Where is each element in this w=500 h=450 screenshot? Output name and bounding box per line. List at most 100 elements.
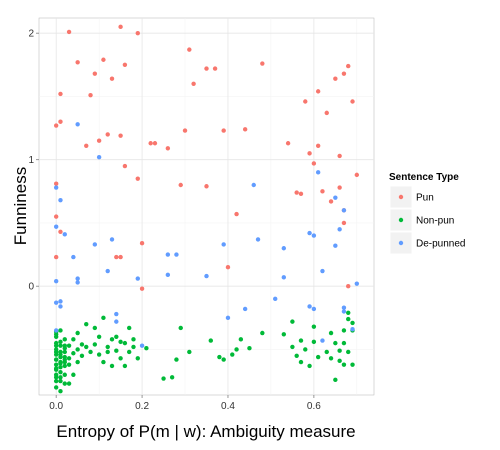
data-point	[75, 280, 80, 285]
data-point	[53, 352, 59, 357]
data-point	[122, 163, 128, 169]
y-axis-title: Funniness	[11, 167, 30, 245]
data-point	[178, 325, 183, 331]
data-point	[109, 363, 115, 369]
data-point	[182, 128, 188, 133]
data-point	[62, 337, 67, 342]
data-point	[84, 143, 89, 148]
data-point	[320, 189, 325, 194]
x-tick-label: 0.2	[135, 401, 149, 412]
data-point	[187, 349, 192, 355]
data-point	[114, 311, 119, 317]
data-point	[58, 359, 63, 365]
data-point	[135, 276, 140, 281]
data-point	[66, 362, 72, 367]
data-point	[71, 351, 76, 356]
data-point	[320, 338, 325, 343]
data-point	[165, 252, 171, 257]
legend-label: Pun	[416, 193, 434, 204]
data-point	[234, 347, 239, 352]
legend-keys: Pun Non-pun De-punned	[389, 185, 465, 255]
data-point	[62, 343, 67, 348]
data-point	[139, 240, 145, 246]
data-point	[53, 278, 59, 284]
y-tick-label: 1	[28, 155, 34, 166]
data-point	[311, 306, 317, 312]
data-point	[346, 316, 351, 322]
data-point	[53, 300, 59, 305]
data-point	[139, 343, 145, 348]
data-point	[88, 92, 93, 98]
data-point	[303, 99, 308, 104]
data-point	[324, 110, 329, 116]
y-tick-label: 2	[28, 29, 34, 40]
y-axis-ticks: 0 1 2	[28, 29, 39, 293]
data-point	[328, 330, 334, 336]
data-point	[204, 273, 209, 279]
data-point	[144, 345, 149, 351]
data-point	[212, 66, 218, 71]
data-point	[341, 340, 347, 346]
data-point	[311, 324, 317, 329]
legend: Sentence Type Pun Non-pun De-punned	[389, 172, 465, 255]
data-point	[58, 229, 63, 235]
data-point	[53, 123, 59, 128]
data-point	[84, 344, 89, 350]
data-point	[58, 370, 63, 375]
data-point	[62, 381, 67, 386]
data-point	[58, 389, 63, 394]
data-point	[341, 305, 347, 310]
data-point	[118, 254, 123, 260]
legend-label: Non-pun	[416, 216, 454, 227]
data-point	[114, 319, 119, 324]
data-point	[105, 268, 110, 274]
data-point	[79, 342, 85, 347]
data-point	[53, 367, 59, 372]
data-point	[298, 338, 304, 343]
data-point	[101, 315, 106, 321]
data-point	[221, 128, 226, 133]
data-point	[53, 214, 59, 219]
data-point	[333, 76, 338, 81]
data-point	[118, 133, 123, 138]
data-point	[62, 232, 67, 237]
data-point	[255, 237, 261, 242]
data-point	[298, 191, 304, 197]
data-point	[174, 357, 179, 362]
data-point	[333, 377, 338, 383]
data-point	[341, 71, 347, 76]
legend-label: De-punned	[416, 239, 465, 250]
data-point	[204, 184, 209, 189]
series-pun	[53, 24, 360, 291]
data-point	[174, 252, 179, 257]
data-point	[294, 190, 299, 195]
legend-key-marker	[398, 240, 404, 246]
data-point	[281, 332, 287, 337]
data-point	[294, 353, 299, 358]
data-point	[333, 243, 338, 248]
data-point	[333, 340, 338, 346]
data-point	[152, 141, 158, 146]
data-point	[96, 334, 102, 340]
data-point	[337, 185, 342, 190]
data-point	[178, 182, 183, 188]
data-point	[58, 343, 63, 348]
x-tick-label: 0.0	[49, 401, 63, 412]
data-point	[126, 325, 132, 331]
data-point	[139, 286, 145, 291]
data-point	[71, 372, 76, 377]
data-point	[161, 376, 166, 381]
data-point	[71, 254, 76, 260]
data-point	[58, 119, 63, 124]
data-point	[260, 61, 265, 66]
data-point	[101, 359, 106, 365]
data-point	[328, 199, 334, 204]
legend-key-marker	[398, 194, 404, 200]
data-point	[251, 182, 256, 188]
data-point	[328, 356, 334, 361]
data-point	[346, 349, 351, 355]
data-point	[66, 29, 72, 35]
data-point	[71, 337, 76, 342]
data-point	[354, 281, 360, 286]
